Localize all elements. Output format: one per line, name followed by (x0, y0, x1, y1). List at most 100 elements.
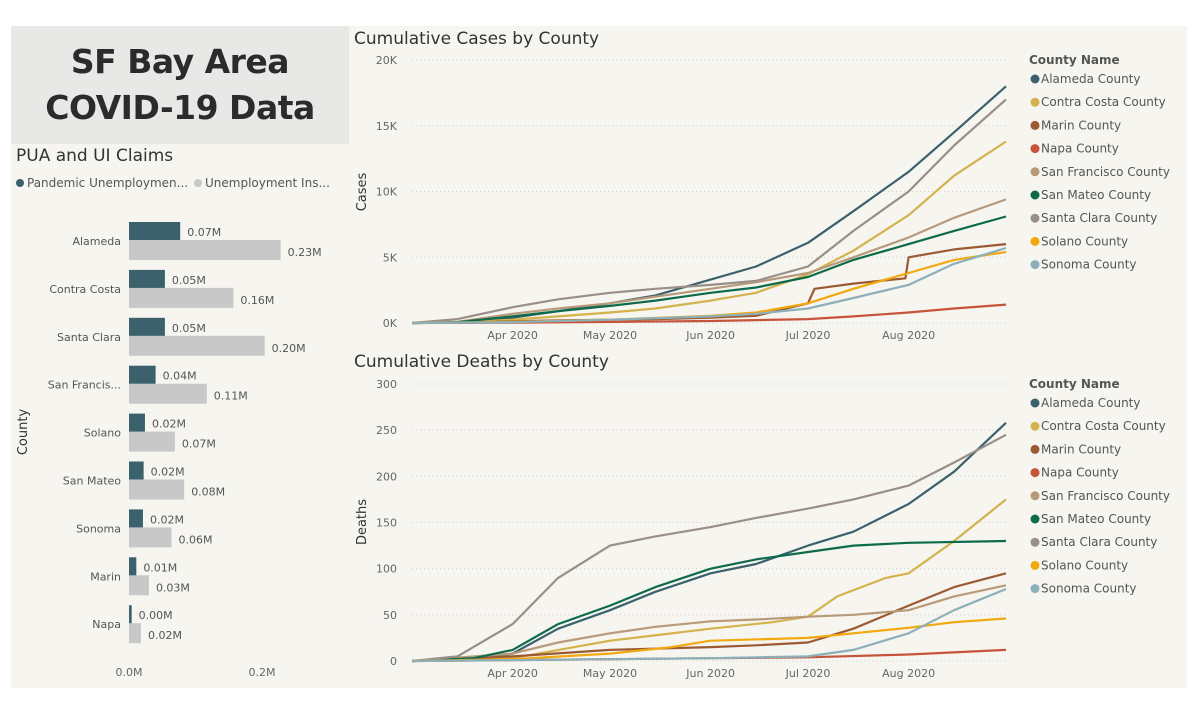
legend-item-san-francisco-county[interactable]: San Francisco County (1041, 165, 1170, 179)
bar-ui[interactable] (129, 479, 185, 500)
y-tick-label: 5K (383, 251, 398, 264)
claims-x-tick-0: 0.0M (116, 666, 143, 679)
bar-pua-data-label: 0.02M (152, 418, 186, 431)
bar-ui[interactable] (129, 240, 281, 260)
cases-chart-title: Cumulative Cases by County (354, 29, 599, 49)
bar-pua[interactable] (129, 557, 137, 577)
bar-pua-data-label: 0.02M (151, 466, 185, 479)
y-tick-label: 100 (376, 563, 397, 576)
y-tick-label: 300 (376, 378, 397, 391)
bar-pua-data-label: 0.00M (139, 609, 173, 622)
legend-item-san-francisco-county[interactable]: San Francisco County (1041, 489, 1170, 503)
bar-pua-data-label: 0.07M (187, 226, 221, 239)
legend-item-napa-county[interactable]: Napa County (1041, 466, 1119, 480)
legend-ui-marker (194, 179, 202, 187)
legend-marker (1030, 444, 1040, 454)
series-line-alameda-county[interactable] (411, 85, 1007, 325)
legend-marker (1030, 537, 1040, 547)
x-tick-label: May 2020 (583, 667, 637, 680)
legend-item-santa-clara-county[interactable]: Santa Clara County (1041, 535, 1157, 549)
legend-item-solano-county[interactable]: Solano County (1041, 234, 1128, 248)
deaths-legend-title: County Name (1029, 377, 1120, 391)
y-tick-label: 0 (390, 655, 397, 668)
bar-pua[interactable] (129, 317, 165, 337)
bar-pua-data-label: 0.05M (172, 274, 206, 287)
bar-ui[interactable] (129, 575, 149, 596)
series-line-solano-county[interactable] (411, 617, 1007, 663)
legend-item-contra-costa-county[interactable]: Contra Costa County (1041, 419, 1166, 433)
legend-marker (1030, 421, 1040, 431)
x-tick-label: May 2020 (583, 329, 637, 342)
deaths-legend[interactable]: County Name Alameda County Contra Costa C… (1029, 377, 1170, 596)
legend-item-san-mateo-county[interactable]: San Mateo County (1041, 188, 1151, 202)
legend-marker (1030, 468, 1040, 478)
legend-item-marin-county[interactable]: Marin County (1041, 118, 1121, 132)
legend-item-santa-clara-county[interactable]: Santa Clara County (1041, 211, 1157, 225)
x-tick-label: Jul 2020 (785, 329, 831, 342)
legend-item-sonoma-county[interactable]: Sonoma County (1041, 582, 1137, 596)
bar-ui-data-label: 0.02M (148, 629, 182, 642)
legend-item-alameda-county[interactable]: Alameda County (1041, 396, 1141, 410)
series-line-san-mateo-county[interactable] (411, 539, 1007, 663)
legend-marker (1030, 236, 1040, 246)
bar-ui-data-label: 0.11M (214, 390, 248, 403)
series-line-santa-clara-county[interactable] (411, 433, 1007, 663)
series-line-san-mateo-county[interactable] (411, 215, 1007, 325)
bar-ui-data-label: 0.08M (191, 486, 225, 499)
series-line-sonoma-county[interactable] (411, 587, 1007, 663)
bar-ui[interactable] (129, 287, 234, 308)
bar-ui[interactable] (129, 431, 175, 452)
bar-ui[interactable] (129, 335, 265, 356)
bar-pua[interactable] (129, 222, 181, 241)
bar-category-label: San Mateo (63, 475, 122, 488)
bar-ui[interactable] (129, 623, 141, 644)
bar-ui[interactable] (129, 383, 207, 404)
series-line-santa-clara-county[interactable] (411, 98, 1007, 325)
cases-legend[interactable]: County Name Alameda County Contra Costa C… (1029, 53, 1170, 272)
y-tick-label: 20K (376, 54, 398, 67)
series-line-marin-county[interactable] (411, 572, 1007, 663)
legend-ui-label[interactable]: Unemployment Ins... (205, 176, 330, 190)
legend-item-alameda-county[interactable]: Alameda County (1041, 72, 1141, 86)
claims-chart-title: PUA and UI Claims (16, 146, 173, 166)
series-line-contra-costa-county[interactable] (411, 498, 1007, 663)
bar-category-label: Solano (84, 427, 121, 440)
x-tick-label: Apr 2020 (487, 667, 538, 680)
legend-pua-marker (16, 179, 24, 187)
legend-marker (1030, 167, 1040, 177)
series-line-san-francisco-county[interactable] (411, 198, 1007, 325)
legend-item-napa-county[interactable]: Napa County (1041, 142, 1119, 156)
deaths-plot: 0 50 100 150 200 250 300 Apr 2020 May 2020 Jun 20… (376, 378, 1007, 680)
bar-pua[interactable] (129, 605, 132, 625)
bar-ui[interactable] (129, 527, 172, 548)
dashboard-title-line-2: COVID-19 Data (45, 88, 315, 127)
legend-marker (1030, 97, 1040, 107)
dashboard-title-line-1: SF Bay Area (70, 42, 290, 81)
x-tick-label: Aug 2020 (882, 329, 935, 342)
claims-legend[interactable]: Pandemic Unemploymen... Unemployment Ins… (16, 176, 330, 190)
y-tick-label: 150 (376, 517, 397, 530)
cases-plot: 0K 5K 10K 15K 20K Apr 2020 May 2020 Jun 2020 Jul… (376, 54, 1007, 342)
legend-item-sonoma-county[interactable]: Sonoma County (1041, 258, 1137, 272)
series-line-san-francisco-county[interactable] (411, 584, 1007, 663)
bar-pua[interactable] (129, 269, 165, 289)
bar-category-label: Contra Costa (49, 283, 121, 296)
legend-item-contra-costa-county[interactable]: Contra Costa County (1041, 95, 1166, 109)
cases-line-chart[interactable]: Cumulative Cases by County Cases 0K 5K 10K… (354, 29, 1170, 342)
legend-item-solano-county[interactable]: Solano County (1041, 558, 1128, 572)
series-line-contra-costa-county[interactable] (411, 140, 1007, 325)
legend-pua-label[interactable]: Pandemic Unemploymen... (27, 176, 188, 190)
bar-pua-data-label: 0.05M (172, 322, 206, 335)
claims-x-tick-1: 0.2M (249, 666, 276, 679)
deaths-line-chart[interactable]: Cumulative Deaths by County Deaths 0 50 10… (354, 352, 1170, 680)
bar-pua[interactable] (129, 509, 143, 529)
bar-pua[interactable] (129, 365, 156, 385)
x-tick-label: Jul 2020 (785, 667, 831, 680)
legend-item-marin-county[interactable]: Marin County (1041, 442, 1121, 456)
bar-pua[interactable] (129, 461, 144, 481)
legend-item-san-mateo-county[interactable]: San Mateo County (1041, 512, 1151, 526)
bar-category-label: Sonoma (76, 522, 121, 535)
claims-bar-chart[interactable]: PUA and UI Claims Pandemic Unemploymen..… (16, 146, 330, 679)
bar-pua[interactable] (129, 413, 145, 433)
series-line-sonoma-county[interactable] (411, 246, 1007, 325)
